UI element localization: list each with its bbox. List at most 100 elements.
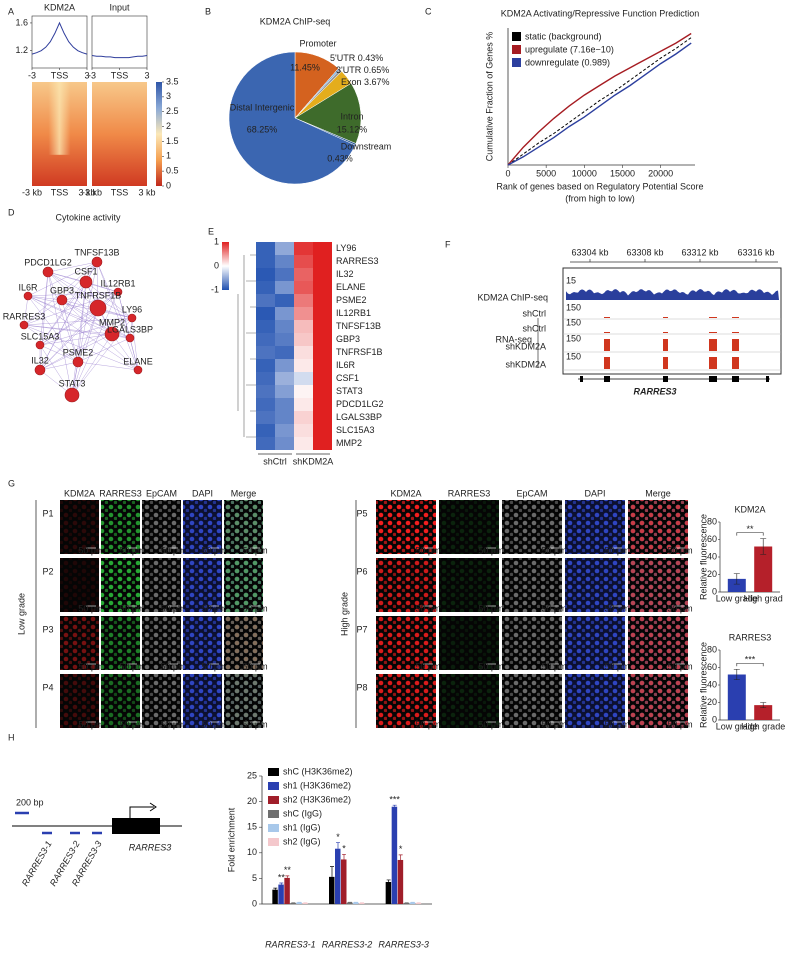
gene-box — [112, 818, 160, 834]
network-node — [35, 340, 45, 350]
scale-bar-label: 50 μm — [478, 719, 503, 729]
track-scale: 15 — [566, 275, 576, 285]
significance: * — [342, 844, 346, 854]
chart-title: RARRES3 — [729, 632, 772, 642]
network-edge — [61, 299, 79, 363]
channel-signal — [628, 616, 688, 670]
channel-signal — [142, 616, 181, 670]
scale-bar-label: 50 μm — [478, 661, 503, 671]
heatmap-cell — [256, 385, 275, 398]
micrograph — [142, 558, 181, 612]
network-edge — [77, 337, 131, 363]
group-label: High grade — [339, 592, 349, 636]
legend-label: shC (H3K36me2) — [283, 766, 353, 776]
patient-label: P7 — [356, 624, 367, 634]
network-edge — [39, 344, 73, 396]
network-node — [42, 266, 54, 278]
group-label: shCtrl — [263, 456, 287, 466]
micrograph — [142, 500, 181, 554]
heatmap-cell — [275, 242, 294, 255]
scale-bar-label: 50 μm — [119, 661, 144, 671]
patient-label: P4 — [42, 682, 53, 692]
colorbar-label: 2.5 — [166, 106, 179, 116]
legend-label: static (background) — [525, 31, 602, 41]
heatmap-cell — [275, 281, 294, 294]
series-line — [507, 42, 692, 166]
channel-signal — [502, 674, 562, 728]
heatmap-cell — [313, 411, 332, 424]
scale-bar-label: 50 μm — [415, 603, 440, 613]
scale-bar-label: 50 μm — [160, 661, 185, 671]
y-tick-label: 1.6 — [15, 17, 28, 27]
network-node — [79, 275, 93, 289]
heatmap-cell — [256, 281, 275, 294]
x-axis-label: (from high to low) — [565, 193, 635, 203]
x-tick-label: 5000 — [536, 168, 556, 178]
legend-swatch — [268, 782, 279, 790]
heatmap-cell — [275, 437, 294, 450]
heatmap-cell — [275, 320, 294, 333]
heatmap-cell — [256, 411, 275, 424]
bar — [341, 859, 347, 904]
bar — [727, 578, 746, 592]
x-tick-label: TSS — [51, 70, 69, 80]
x-tick-label: 3 — [144, 70, 149, 80]
y-tick-label: 80 — [707, 644, 717, 654]
channel-signal — [224, 500, 263, 554]
heatmap-cell — [294, 385, 313, 398]
slice-value: 0.43% — [358, 53, 384, 63]
patient-label: P6 — [356, 566, 367, 576]
slice-name: Exon — [341, 77, 362, 87]
x-tick-label: 0 — [505, 168, 510, 178]
legend-swatch — [268, 824, 279, 832]
slice-name: Promoter — [299, 38, 336, 48]
y-tick-label: 20 — [707, 569, 717, 579]
network-edge — [47, 271, 73, 396]
slice-value: 15.12% — [337, 124, 368, 134]
heatmap-cell — [294, 242, 313, 255]
x-tick-label: TSS — [51, 187, 69, 197]
rna-signal — [604, 332, 610, 333]
panel-label: F — [445, 239, 451, 249]
scale-bar-label: 50 μm — [160, 545, 185, 555]
network-node — [89, 299, 107, 317]
row-label: IL12RB1 — [336, 308, 371, 318]
chart-title: KDM2A ChIP-seq — [260, 16, 331, 26]
legend-label: shC (IgG) — [283, 808, 322, 818]
y-tick-label: 0 — [712, 714, 717, 724]
heatmap-cell — [275, 333, 294, 346]
slice-label: 3'UTR 0.65% — [336, 65, 389, 75]
scale-bar-label: 50 μm — [160, 719, 185, 729]
chip-coverage — [566, 289, 779, 300]
heatmap-cell — [294, 281, 313, 294]
network-node — [72, 356, 84, 368]
patient-label: P8 — [356, 682, 367, 692]
scale-bar-label: 50 μm — [242, 661, 267, 671]
gene-exon — [732, 376, 739, 382]
x-tick-label: TSS — [111, 187, 129, 197]
network-edge — [71, 317, 133, 396]
channel-signal — [502, 616, 562, 670]
colorbar-label: 3 — [166, 91, 171, 101]
channel-signal — [224, 558, 263, 612]
heatmap-cell — [294, 424, 313, 437]
colorbar-label: 0.5 — [166, 166, 179, 176]
micrograph — [439, 616, 499, 670]
scale-bar-label: 50 μm — [541, 603, 566, 613]
colorbar — [156, 82, 162, 186]
network-edge — [23, 324, 139, 371]
x-tick-label: 10000 — [572, 168, 597, 178]
coordinate-label: 63304 kb — [571, 247, 608, 257]
bar — [754, 546, 773, 592]
channel-signal — [60, 500, 99, 554]
bar — [302, 902, 308, 904]
y-tick-label: 60 — [707, 662, 717, 672]
micrograph — [502, 616, 562, 670]
heatmap-cell — [313, 255, 332, 268]
heatmap-cell — [294, 333, 313, 346]
rna-signal — [663, 357, 668, 369]
heatmap-cell — [313, 346, 332, 359]
network-edge — [27, 291, 119, 297]
profile-line — [91, 55, 148, 59]
network-node — [91, 256, 103, 268]
